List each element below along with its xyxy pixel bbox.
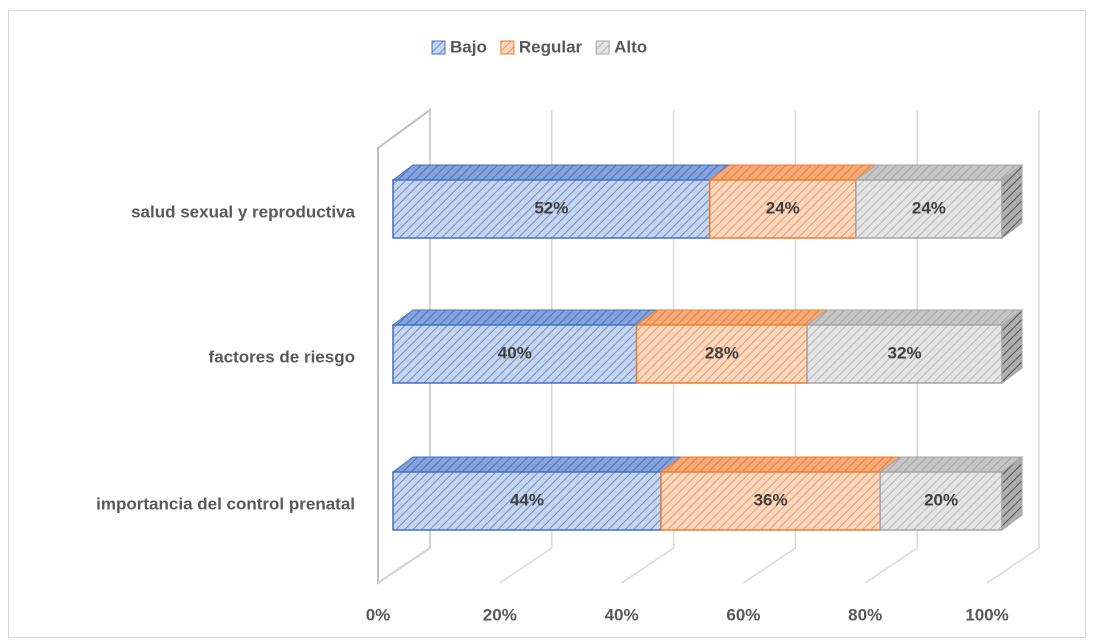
bar-end (1001, 456, 1023, 531)
bar-top (878, 456, 1024, 473)
data-label: 52% (534, 198, 568, 217)
y-tick-label: importancia del control prenatal (96, 494, 355, 513)
data-label: 32% (888, 343, 922, 362)
legend-label: Bajo (450, 37, 487, 56)
x-tick-label: 40% (605, 605, 639, 624)
bar (855, 179, 1003, 239)
bar (879, 471, 1003, 531)
bar-top (659, 456, 902, 473)
bar-top (391, 164, 732, 181)
data-label: 24% (766, 198, 800, 217)
grid-line (377, 110, 431, 584)
x-tick-label: 80% (848, 605, 882, 624)
y-tick-label: salud sexual y reproductiva (131, 202, 355, 221)
grid-line (986, 110, 1040, 584)
x-tick-label: 100% (965, 605, 1008, 624)
data-label: 20% (924, 490, 958, 509)
legend-swatch (431, 40, 446, 55)
legend-label: Regular (519, 37, 583, 56)
x-tick-label: 20% (483, 605, 517, 624)
grid-line (864, 110, 918, 584)
data-label: 36% (754, 490, 788, 509)
bar-top (391, 456, 683, 473)
bar (392, 179, 711, 239)
bar-top (805, 309, 1024, 326)
bar-top (854, 164, 1024, 181)
bar-end (1001, 309, 1023, 384)
x-tick-label: 0% (366, 605, 391, 624)
data-label: 24% (912, 198, 946, 217)
bar-top (708, 164, 878, 181)
x-tick-label: 60% (726, 605, 760, 624)
bar (806, 324, 1003, 384)
bar-end (1001, 164, 1023, 239)
legend-label: Alto (614, 37, 647, 56)
legend-swatch (595, 40, 610, 55)
data-label: 28% (705, 343, 739, 362)
bar-top (635, 309, 829, 326)
bar-top (391, 309, 659, 326)
grid-line (742, 110, 797, 584)
y-tick-label: factores de riesgo (209, 347, 355, 366)
grid-line (621, 110, 675, 584)
grid-line (499, 110, 553, 584)
bar (708, 179, 857, 239)
bar (392, 471, 662, 531)
data-label: 40% (498, 343, 532, 362)
legend-swatch (500, 40, 515, 55)
data-label: 44% (510, 490, 544, 509)
